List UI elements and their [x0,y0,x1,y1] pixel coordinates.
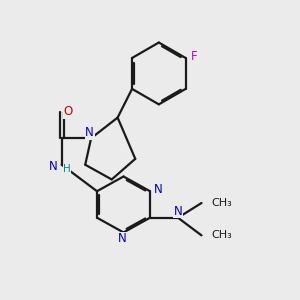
Text: O: O [64,105,73,118]
Text: CH₃: CH₃ [212,198,232,208]
Text: N: N [49,160,58,173]
Text: N: N [85,126,94,140]
Text: F: F [190,50,197,63]
Text: N: N [154,183,163,196]
Text: H: H [63,164,71,174]
Text: N: N [174,205,182,218]
Text: CH₃: CH₃ [212,230,232,240]
Text: N: N [118,232,126,245]
